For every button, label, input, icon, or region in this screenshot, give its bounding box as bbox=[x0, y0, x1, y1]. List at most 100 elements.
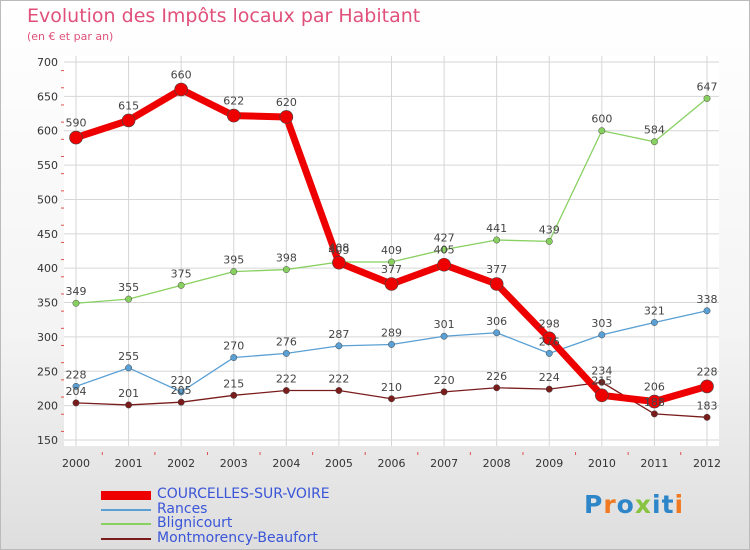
data-label-courcelles-2000: 590 bbox=[66, 117, 87, 130]
data-label-courcelles-2008: 377 bbox=[486, 263, 507, 276]
y-tick-label-300: 300 bbox=[37, 331, 58, 344]
data-point-rances-2008 bbox=[493, 329, 501, 337]
data-point-blignicourt-2009 bbox=[545, 237, 553, 245]
data-label-blignicourt-2005: 409 bbox=[328, 244, 349, 257]
data-point-montmorency-2000 bbox=[72, 399, 80, 407]
data-point-blignicourt-2012 bbox=[703, 94, 711, 102]
data-label-courcelles-2006: 377 bbox=[381, 263, 402, 276]
data-label-blignicourt-2000: 349 bbox=[66, 285, 87, 298]
data-point-courcelles-2007 bbox=[437, 257, 451, 272]
logo-letter: r bbox=[603, 490, 617, 519]
data-point-courcelles-2001 bbox=[121, 113, 136, 128]
data-label-blignicourt-2003: 395 bbox=[223, 254, 244, 267]
data-point-rances-2009 bbox=[545, 349, 553, 357]
y-tick-label-700: 700 bbox=[37, 56, 58, 69]
y-tick-label-200: 200 bbox=[37, 400, 58, 413]
data-point-rances-2006 bbox=[388, 341, 395, 348]
series-layer bbox=[69, 82, 714, 421]
data-label-montmorency-2000: 204 bbox=[66, 385, 87, 398]
x-tick-label-2004: 2004 bbox=[272, 457, 300, 470]
data-point-courcelles-2004 bbox=[279, 110, 294, 124]
data-label-montmorency-2006: 210 bbox=[381, 381, 402, 394]
data-point-rances-2010 bbox=[598, 331, 606, 339]
data-point-montmorency-2007 bbox=[440, 388, 448, 396]
data-label-blignicourt-2001: 355 bbox=[118, 281, 139, 294]
data-label-blignicourt-2012: 647 bbox=[697, 80, 718, 93]
data-point-courcelles-2010 bbox=[595, 388, 609, 403]
data-point-rances-2000 bbox=[72, 382, 80, 390]
y-tick-label-600: 600 bbox=[37, 125, 58, 138]
data-point-courcelles-2005 bbox=[332, 255, 346, 270]
data-point-rances-2004 bbox=[282, 349, 290, 357]
x-tick-label-2008: 2008 bbox=[483, 457, 511, 470]
data-label-courcelles-2003: 622 bbox=[223, 95, 244, 108]
data-point-courcelles-2006 bbox=[384, 277, 399, 291]
data-label-montmorency-2002: 205 bbox=[171, 384, 192, 397]
logo-letter: i bbox=[674, 490, 685, 519]
data-point-rances-2012 bbox=[703, 307, 711, 315]
data-label-montmorency-2007: 220 bbox=[434, 374, 455, 387]
data-label-rances-2000: 228 bbox=[66, 368, 87, 381]
data-point-blignicourt-2004 bbox=[282, 266, 290, 274]
x-tick-label-2000: 2000 bbox=[62, 457, 90, 470]
data-label-rances-2002: 220 bbox=[171, 374, 192, 387]
data-label-montmorency-2003: 215 bbox=[223, 377, 244, 390]
x-tick-label-2002: 2002 bbox=[167, 457, 195, 470]
data-label-rances-2011: 321 bbox=[644, 304, 665, 317]
data-label-blignicourt-2011: 584 bbox=[644, 124, 665, 137]
data-point-montmorency-2010 bbox=[598, 378, 606, 386]
data-label-courcelles-2011: 206 bbox=[644, 381, 665, 394]
data-point-montmorency-2006 bbox=[388, 395, 395, 403]
data-label-blignicourt-2009: 439 bbox=[539, 223, 560, 236]
data-point-rances-2011 bbox=[650, 319, 658, 326]
axis-layer: 150 200 250 300 350 400 450 500 550 600 650 700 2000… bbox=[37, 56, 721, 470]
data-label-rances-2008: 306 bbox=[486, 315, 507, 328]
data-point-montmorency-2002 bbox=[177, 398, 185, 406]
x-tick-label-2005: 2005 bbox=[325, 457, 353, 470]
data-label-montmorency-2011: 188 bbox=[644, 396, 665, 409]
legend-label-courcelles: COURCELLES-SUR-VOIRE bbox=[157, 486, 330, 502]
data-label-blignicourt-2002: 375 bbox=[171, 267, 192, 280]
data-point-blignicourt-2007 bbox=[440, 246, 448, 254]
data-point-montmorency-2008 bbox=[493, 384, 501, 392]
data-point-rances-2001 bbox=[125, 364, 133, 372]
data-label-blignicourt-2010: 600 bbox=[591, 113, 612, 126]
data-point-montmorency-2005 bbox=[335, 387, 343, 394]
data-label-montmorency-2005: 222 bbox=[328, 373, 349, 386]
data-point-montmorency-2009 bbox=[545, 385, 553, 393]
data-label-blignicourt-2004: 398 bbox=[276, 252, 297, 265]
data-point-rances-2005 bbox=[335, 342, 343, 350]
y-tick-label-500: 500 bbox=[37, 193, 58, 206]
logo-letter: P bbox=[584, 490, 604, 519]
data-label-courcelles-2002: 660 bbox=[171, 68, 192, 81]
data-point-rances-2003 bbox=[230, 354, 238, 361]
legend-label-rances: Rances bbox=[157, 501, 208, 517]
data-label-courcelles-2012: 228 bbox=[697, 365, 718, 378]
data-label-courcelles-2004: 620 bbox=[276, 96, 297, 109]
y-tick-label-550: 550 bbox=[37, 159, 58, 172]
legend-swatch-montmorency bbox=[101, 538, 151, 540]
data-label-montmorency-2009: 224 bbox=[539, 371, 560, 384]
data-label-rances-2004: 276 bbox=[276, 335, 297, 348]
data-label-montmorency-2012: 183 bbox=[697, 399, 718, 412]
legend-label-montmorency: Montmorency-Beaufort bbox=[157, 530, 318, 546]
data-point-montmorency-2004 bbox=[282, 387, 290, 394]
data-point-courcelles-2000 bbox=[69, 130, 83, 145]
data-label-rances-2005: 287 bbox=[328, 328, 349, 341]
y-tick-label-650: 650 bbox=[37, 90, 58, 103]
data-point-courcelles-2002 bbox=[174, 82, 188, 97]
x-tick-label-2001: 2001 bbox=[115, 457, 143, 470]
y-tick-label-450: 450 bbox=[37, 228, 58, 241]
logo-letter: o bbox=[616, 490, 635, 519]
y-tick-label-150: 150 bbox=[37, 434, 58, 447]
data-label-blignicourt-2008: 441 bbox=[486, 222, 507, 235]
data-point-rances-2002 bbox=[177, 388, 185, 396]
data-point-montmorency-2003 bbox=[230, 391, 238, 399]
legend-swatch-rances bbox=[101, 509, 151, 511]
data-label-rances-2009: 276 bbox=[539, 335, 560, 348]
data-point-blignicourt-2008 bbox=[493, 236, 501, 244]
data-label-rances-2006: 289 bbox=[381, 326, 402, 339]
y-tick-label-250: 250 bbox=[37, 365, 58, 378]
proxiti-logo: Proxiti bbox=[584, 490, 684, 519]
y-tick-label-350: 350 bbox=[37, 297, 58, 310]
